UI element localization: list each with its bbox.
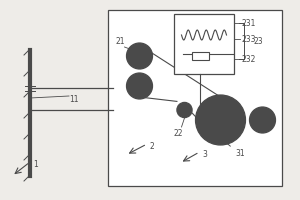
- Circle shape: [127, 73, 152, 99]
- Text: 232: 232: [242, 54, 256, 64]
- Text: 2: 2: [150, 142, 155, 151]
- Text: 22: 22: [174, 129, 183, 138]
- Circle shape: [182, 107, 187, 113]
- Circle shape: [258, 115, 267, 125]
- Text: 23: 23: [254, 36, 263, 46]
- Text: 21: 21: [115, 37, 125, 46]
- Circle shape: [135, 51, 144, 61]
- Circle shape: [177, 102, 192, 118]
- Bar: [108, 10, 282, 186]
- Text: 3: 3: [202, 150, 207, 159]
- Text: 233: 233: [242, 34, 256, 44]
- Circle shape: [127, 43, 152, 69]
- Circle shape: [211, 110, 230, 130]
- Text: 31: 31: [236, 149, 245, 158]
- Circle shape: [196, 95, 245, 145]
- Bar: [174, 14, 234, 74]
- Circle shape: [250, 107, 275, 133]
- Text: 1: 1: [33, 160, 38, 169]
- Bar: [192, 52, 208, 60]
- Text: 11: 11: [69, 96, 79, 104]
- Text: 231: 231: [242, 19, 256, 27]
- Circle shape: [135, 81, 144, 91]
